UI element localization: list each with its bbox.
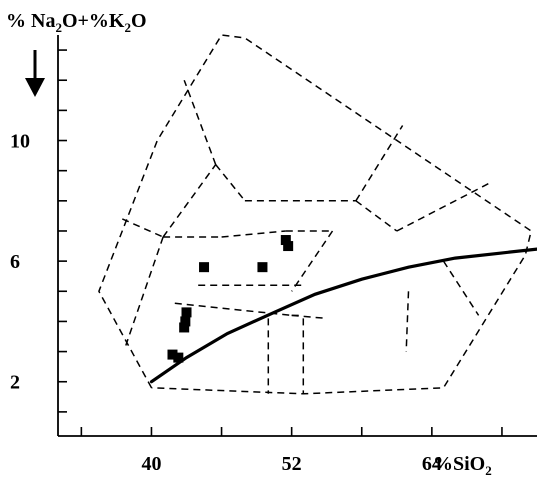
- sample-point: [173, 352, 184, 363]
- rock-field-boundaries: [98, 34, 532, 395]
- x-axis-title: %SiO2: [433, 453, 492, 477]
- x-tick-label: 64: [422, 453, 442, 475]
- axes-frame: [57, 35, 537, 437]
- field-boundary-line: [125, 236, 164, 346]
- field-boundary-line: [98, 34, 532, 395]
- y-tick-label: 2: [10, 372, 20, 394]
- field-boundary-line: [396, 182, 491, 232]
- field-boundary-line: [291, 314, 327, 320]
- field-boundary-line: [405, 291, 410, 352]
- x-tick-label: 40: [141, 453, 161, 475]
- sample-point: [179, 322, 190, 333]
- divider-curve: [149, 247, 537, 384]
- y-tick-label: 6: [10, 251, 20, 273]
- sample-point: [181, 307, 192, 318]
- x-tick-label: 52: [282, 453, 302, 475]
- sample-point: [180, 316, 191, 327]
- sample-point: [257, 262, 268, 273]
- field-boundary-line: [221, 230, 286, 238]
- field-boundary-line: [215, 164, 246, 202]
- axis-ticks: 2 6 10 40 52 64: [10, 49, 503, 475]
- sample-point: [199, 262, 210, 273]
- field-boundary-line: [355, 125, 404, 202]
- sample-point: [283, 241, 294, 252]
- field-boundary-line: [291, 230, 334, 292]
- sample-point: [167, 349, 178, 360]
- field-boundary-line: [183, 79, 217, 165]
- y-tick-label: 10: [10, 131, 30, 153]
- down-arrow-icon: [25, 50, 45, 97]
- sample-point: [280, 235, 291, 246]
- y-axis-title: % Na2O+%K2O: [6, 10, 147, 35]
- alkaline-subalkaline-line: [149, 247, 537, 384]
- field-boundary-line: [162, 164, 217, 238]
- sample-points: [167, 235, 294, 363]
- field-boundary-line: [121, 218, 164, 238]
- field-boundary-line: [442, 260, 480, 316]
- field-boundary-line: [355, 200, 398, 232]
